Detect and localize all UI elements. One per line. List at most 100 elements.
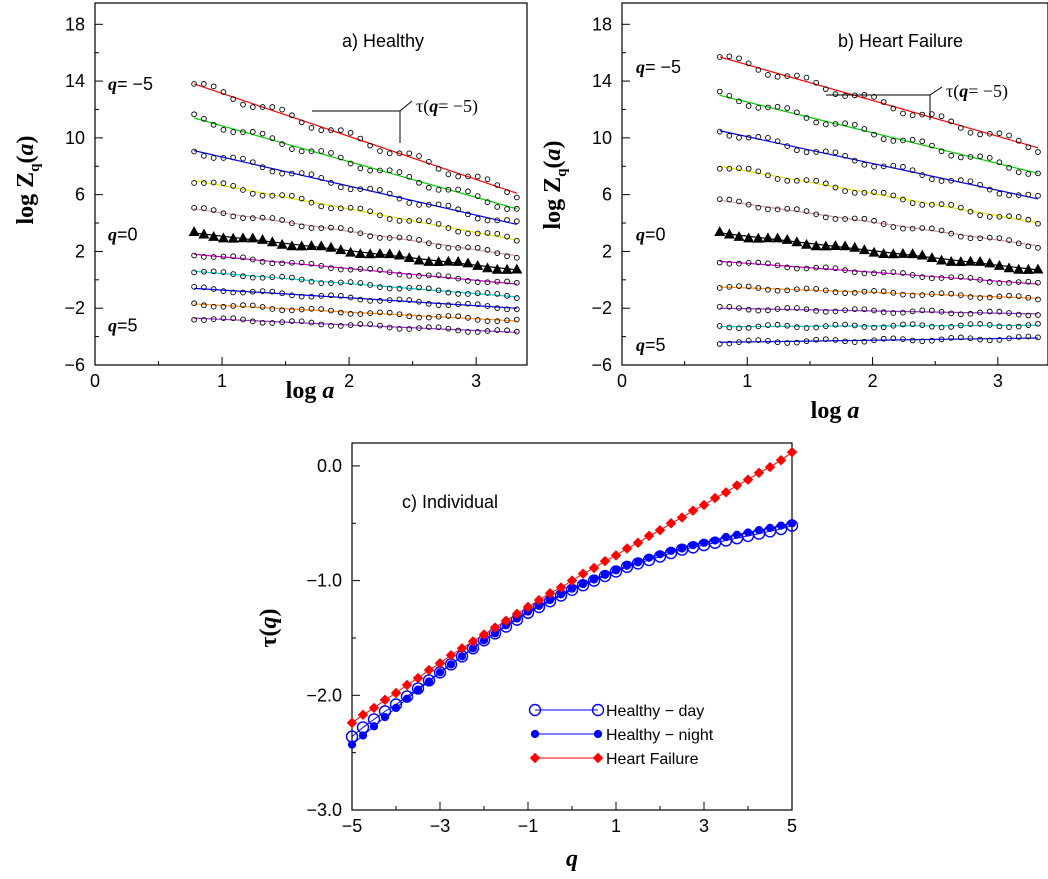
data-point-open-circle <box>587 574 601 587</box>
data-point <box>967 154 974 160</box>
data-point <box>765 135 771 141</box>
panel-b-series-q-2 <box>716 165 1041 227</box>
data-point <box>406 272 413 279</box>
panel-a-ylabel: log Zq(a) <box>13 135 43 224</box>
data-point <box>269 192 276 199</box>
data-point <box>425 272 432 279</box>
data-point <box>784 143 791 149</box>
data-point <box>871 94 877 100</box>
data-point <box>445 171 452 178</box>
data-point <box>986 322 993 328</box>
data-point-filled-circle <box>593 729 603 739</box>
data-point <box>484 318 491 324</box>
data-point <box>474 316 481 323</box>
data-point <box>851 269 858 276</box>
data-point-open-circle <box>598 569 612 583</box>
data-point <box>822 308 829 315</box>
data-point-open-circle <box>528 703 542 717</box>
data-point <box>504 189 510 195</box>
data-point <box>279 273 285 280</box>
data-point <box>406 173 413 180</box>
data-point <box>406 326 413 332</box>
data-point-triangle <box>964 255 976 266</box>
data-point <box>909 167 916 174</box>
data-point <box>919 225 926 231</box>
data-point-filled-circle <box>666 546 676 555</box>
data-point-filled-circle <box>600 570 610 580</box>
data-point <box>347 322 354 328</box>
data-point <box>494 230 501 237</box>
panel-b-xtick-label: 0 <box>617 371 627 391</box>
data-point-triangle <box>237 232 249 243</box>
data-point <box>445 289 452 296</box>
data-point <box>269 288 276 295</box>
data-point <box>832 289 839 296</box>
data-point <box>484 176 491 183</box>
data-point <box>396 311 403 318</box>
data-point <box>337 225 344 231</box>
data-point <box>474 230 481 237</box>
data-point <box>504 278 510 285</box>
data-point <box>230 154 237 161</box>
panel-a-series-q4 <box>191 300 520 325</box>
data-point-triangle <box>868 246 880 257</box>
data-point <box>201 115 207 122</box>
panel-a-q-label: q=5 <box>108 315 138 335</box>
data-point <box>425 324 432 330</box>
data-point-filled-circle <box>413 685 423 694</box>
data-point <box>210 254 217 260</box>
data-point <box>191 111 197 118</box>
data-point <box>298 259 305 266</box>
data-point <box>880 99 887 105</box>
panel-a-tau-label: τ(q= −5) <box>416 96 478 117</box>
data-point-triangle <box>984 257 996 268</box>
data-point <box>416 179 422 186</box>
data-point <box>269 168 276 175</box>
legend-label: Healthy − day <box>606 703 704 720</box>
data-point <box>1025 243 1032 250</box>
data-point <box>765 104 771 111</box>
data-point-triangle <box>188 226 200 237</box>
data-point <box>328 180 334 186</box>
data-point <box>484 230 491 236</box>
data-point-filled-circle <box>457 652 467 661</box>
data-point <box>220 253 227 260</box>
panel-c-title: c) Individual <box>402 492 498 512</box>
data-point <box>900 309 906 316</box>
data-point <box>396 169 403 175</box>
data-point <box>929 142 935 149</box>
data-point <box>774 339 781 346</box>
data-point <box>494 318 501 325</box>
data-point-triangle <box>1032 263 1044 274</box>
data-point <box>259 104 266 110</box>
data-point <box>289 307 295 314</box>
data-point <box>494 327 501 333</box>
data-point <box>851 121 858 128</box>
data-point <box>445 302 452 308</box>
data-point <box>929 111 935 117</box>
data-point <box>929 225 935 232</box>
data-point <box>230 213 237 220</box>
data-point-triangle <box>413 254 425 265</box>
data-point <box>1006 279 1012 286</box>
data-point-triangle <box>305 240 317 251</box>
data-point-triangle <box>462 257 474 268</box>
data-point <box>494 305 501 311</box>
panel-b-q-label: q=0 <box>636 224 666 244</box>
data-point <box>716 128 723 135</box>
data-point <box>803 115 810 121</box>
data-point <box>813 177 820 184</box>
data-point <box>726 92 733 99</box>
data-point <box>435 186 442 193</box>
data-point <box>396 150 403 157</box>
fit-line <box>719 324 1038 328</box>
data-point <box>201 302 207 309</box>
panel-c-xtick-label: 1 <box>611 816 621 836</box>
panel-c-xtick-label: 5 <box>787 816 797 836</box>
data-point <box>977 321 983 327</box>
data-point <box>308 293 315 300</box>
fit-line <box>719 307 1038 315</box>
panel-a-series-q3 <box>191 284 520 313</box>
data-point <box>745 337 752 344</box>
